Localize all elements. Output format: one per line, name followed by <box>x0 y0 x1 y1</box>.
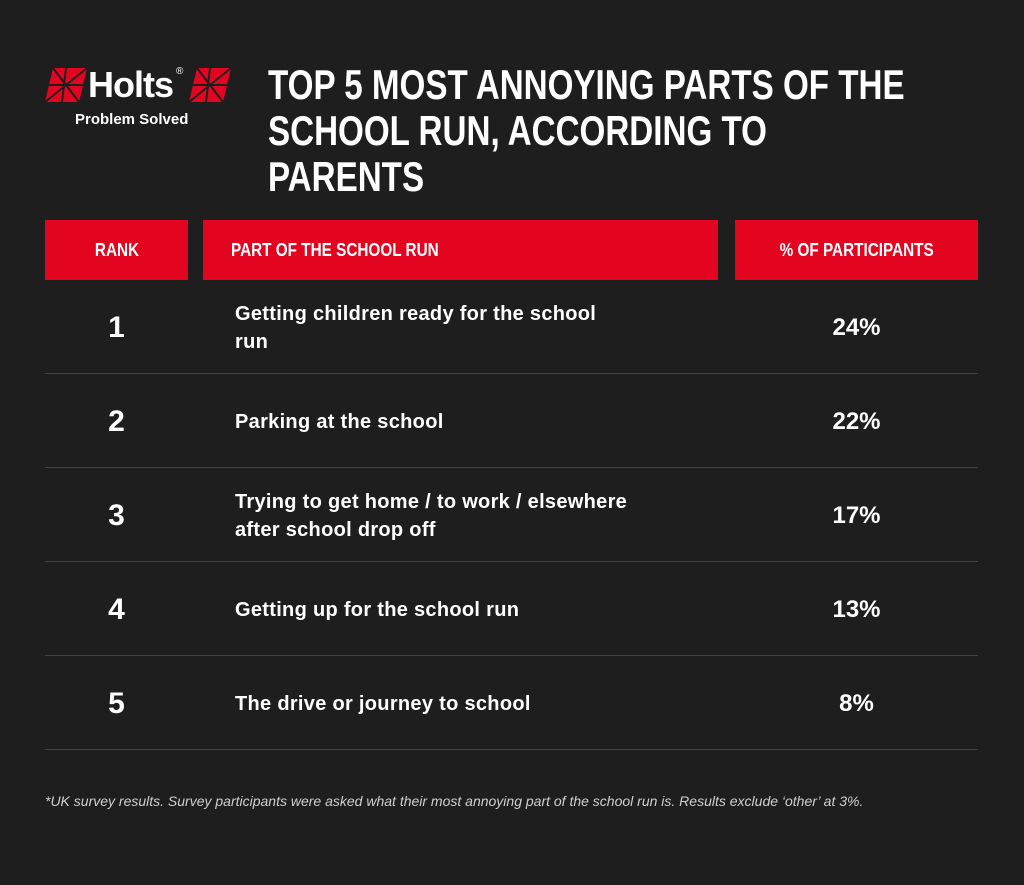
row-divider <box>45 373 978 374</box>
cell-text: 13% <box>832 596 881 623</box>
table-cell: 24% <box>735 281 978 375</box>
table-cell: Getting up for the school run <box>235 563 635 657</box>
table-cell: 8% <box>735 657 978 751</box>
table-cell: The drive or journey to school <box>235 657 635 751</box>
row-divider <box>45 467 978 468</box>
cell-text: 2 <box>108 405 125 438</box>
cell-text: Trying to get home / to work / elsewhere… <box>235 491 628 541</box>
table-cell: 13% <box>735 563 978 657</box>
table-cell: 3 <box>45 469 188 563</box>
cell-text: 24% <box>832 314 881 341</box>
title: TOP 5 MOST ANNOYING PARTS OF THE SCHOOL … <box>268 61 905 200</box>
cell-text: Parking at the school <box>235 411 444 433</box>
cell-text: The drive or journey to school <box>235 693 531 715</box>
logo-tagline: Problem Solved <box>75 111 189 128</box>
table-cell: 5 <box>45 657 188 751</box>
header-cell: % OF PARTICIPANTS <box>735 220 978 280</box>
cell-text: Getting up for the school run <box>235 599 520 621</box>
table-cell: Getting children ready for the school ru… <box>235 281 635 375</box>
table-cell: 1 <box>45 281 188 375</box>
table-cell: 22% <box>735 375 978 469</box>
header-text: PART OF THE SCHOOL RUN <box>231 239 439 260</box>
table-cell: 17% <box>735 469 978 563</box>
row-divider <box>45 561 978 562</box>
cell-text: 1 <box>108 311 125 344</box>
logo-brand: Holts <box>88 64 174 105</box>
row-divider <box>45 655 978 656</box>
row-divider <box>45 749 978 750</box>
header-text: RANK <box>94 239 139 260</box>
header-text: % OF PARTICIPANTS <box>779 239 934 260</box>
table-cell: Parking at the school <box>235 375 635 469</box>
table-cell: Trying to get home / to work / elsewhere… <box>235 469 635 563</box>
logo-flags <box>45 68 231 103</box>
cell-text: 3 <box>108 499 125 532</box>
logo-mark: ® <box>176 66 184 77</box>
cell-text: 8% <box>839 690 874 717</box>
cell-text: 22% <box>832 408 881 435</box>
table-cell: 2 <box>45 375 188 469</box>
cell-text: 17% <box>832 502 881 529</box>
cell-text: 4 <box>108 593 125 626</box>
table-cell: 4 <box>45 563 188 657</box>
cell-text: Getting children ready for the school ru… <box>235 303 597 353</box>
cell-text: 5 <box>108 687 125 720</box>
header-cell: PART OF THE SCHOOL RUN <box>203 220 718 280</box>
header-cell: RANK <box>45 220 188 280</box>
footnote: *UK survey results. Survey participants … <box>45 793 864 809</box>
